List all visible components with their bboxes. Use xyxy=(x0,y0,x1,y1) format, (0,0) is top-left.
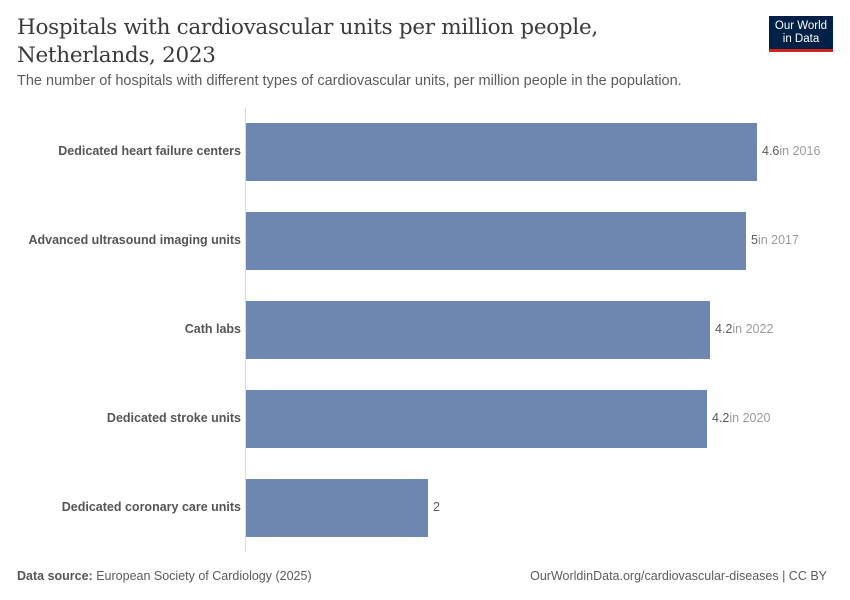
chart-subtitle: The number of hospitals with different t… xyxy=(17,73,682,89)
value-year: in 2017 xyxy=(757,233,799,247)
logo-line-1: Our World xyxy=(774,20,828,32)
source-text: European Society of Cardiology (2025) xyxy=(92,569,312,583)
category-label: Cath labs xyxy=(184,322,241,336)
category-label: Dedicated coronary care units xyxy=(61,500,241,514)
logo-accent-bar xyxy=(769,49,833,52)
value-label: 2 xyxy=(433,500,440,514)
value-label: 4.6in 2016 xyxy=(762,144,820,158)
category-label: Advanced ultrasound imaging units xyxy=(28,233,241,247)
category-label: Dedicated stroke units xyxy=(106,411,241,425)
value-year: in 2020 xyxy=(729,411,771,425)
source-label: Data source: xyxy=(17,569,93,583)
logo-line-2: in Data xyxy=(782,33,820,45)
value-label: 4.2in 2022 xyxy=(715,322,773,336)
data-source: Data source: European Society of Cardiol… xyxy=(17,569,312,583)
value-number: 2 xyxy=(433,500,440,514)
owid-logo[interactable]: Our World in Data xyxy=(769,16,833,52)
value-label: 5in 2017 xyxy=(751,233,799,247)
bar[interactable] xyxy=(246,212,746,270)
value-number: 4.2 xyxy=(712,411,730,425)
value-number: 4.6 xyxy=(762,144,780,158)
y-axis-line xyxy=(245,108,246,552)
value-number: 5 xyxy=(751,233,758,247)
bar[interactable] xyxy=(246,301,710,359)
value-number: 4.2 xyxy=(715,322,733,336)
bar[interactable] xyxy=(246,390,707,448)
value-year: in 2016 xyxy=(779,144,821,158)
bar[interactable] xyxy=(246,123,757,181)
source-link[interactable]: OurWorldinData.org/cardiovascular-diseas… xyxy=(530,569,827,583)
value-label: 4.2in 2020 xyxy=(712,411,770,425)
value-year: in 2022 xyxy=(732,322,774,336)
bar[interactable] xyxy=(246,479,428,537)
category-label: Dedicated heart failure centers xyxy=(58,144,241,158)
chart-title: Hospitals with cardiovascular units per … xyxy=(17,15,598,68)
